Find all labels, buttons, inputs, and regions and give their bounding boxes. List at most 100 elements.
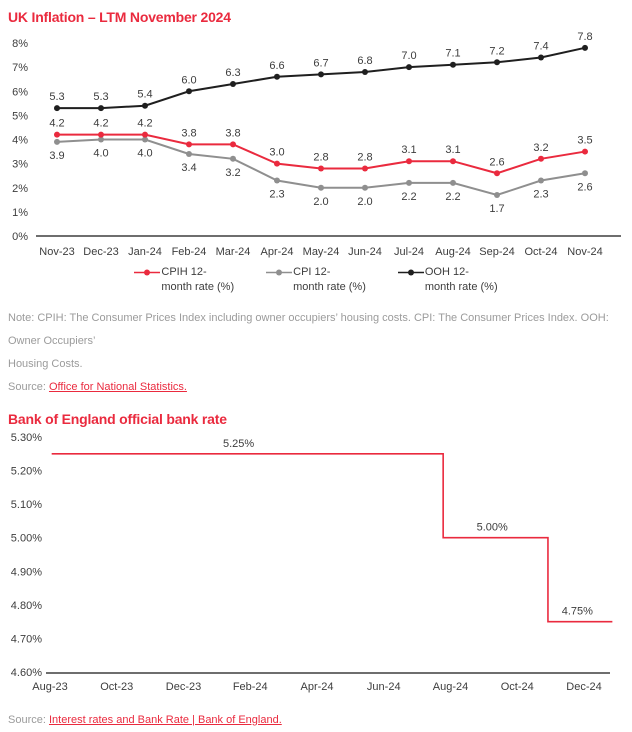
- svg-text:Oct-23: Oct-23: [100, 681, 133, 693]
- svg-text:7.1: 7.1: [445, 48, 460, 60]
- svg-text:7%: 7%: [12, 62, 28, 74]
- svg-text:6.8: 6.8: [357, 55, 372, 67]
- legend-label-cpi: CPI 12- month rate (%): [293, 266, 366, 293]
- svg-text:3.0: 3.0: [269, 147, 284, 159]
- inflation-chart-title: UK Inflation – LTM November 2024: [8, 9, 231, 25]
- svg-text:6.6: 6.6: [269, 60, 284, 72]
- svg-text:2.6: 2.6: [577, 181, 592, 193]
- svg-text:1.7: 1.7: [489, 203, 504, 215]
- svg-text:Apr-24: Apr-24: [300, 681, 333, 693]
- source-label: Source:: [8, 381, 46, 393]
- svg-text:5.25%: 5.25%: [223, 438, 254, 450]
- svg-text:3%: 3%: [12, 159, 28, 171]
- legend-line-dot-icon: [266, 269, 293, 276]
- legend-item-cpi: CPI 12- month rate (%): [266, 265, 366, 295]
- svg-text:6.7: 6.7: [313, 57, 328, 69]
- svg-text:5.10%: 5.10%: [11, 499, 42, 511]
- note-line-2: Housing Costs.: [8, 358, 83, 370]
- svg-text:2.3: 2.3: [533, 189, 548, 201]
- svg-text:5%: 5%: [12, 110, 28, 122]
- svg-text:8%: 8%: [12, 38, 28, 50]
- svg-text:2.0: 2.0: [313, 196, 328, 208]
- source-label: Source:: [8, 714, 46, 726]
- inflation-section: UK Inflation – LTM November 2024 0% 1% 2% 3…: [0, 9, 632, 399]
- svg-text:Jun-24: Jun-24: [367, 681, 401, 693]
- svg-text:3.4: 3.4: [181, 162, 196, 174]
- svg-text:3.1: 3.1: [401, 144, 416, 156]
- legend-item-cpih: CPIH 12- month rate (%): [134, 265, 234, 295]
- svg-text:4.90%: 4.90%: [11, 566, 42, 578]
- source-line-boe: Source: Interest rates and Bank Rate | B…: [8, 709, 624, 732]
- svg-text:4.0: 4.0: [93, 148, 108, 160]
- ons-source-link[interactable]: Office for National Statistics.: [48, 381, 187, 393]
- svg-text:Dec-24: Dec-24: [566, 681, 601, 693]
- svg-text:Dec-23: Dec-23: [83, 246, 118, 258]
- svg-text:Nov-24: Nov-24: [567, 246, 602, 258]
- svg-text:Mar-24: Mar-24: [216, 246, 251, 258]
- svg-text:Nov-23: Nov-23: [39, 246, 74, 258]
- svg-text:Dec-23: Dec-23: [166, 681, 201, 693]
- svg-text:4.70%: 4.70%: [11, 633, 42, 645]
- source-line-ons: Source: Office for National Statistics.: [8, 376, 624, 399]
- svg-text:4.2: 4.2: [49, 118, 64, 130]
- legend-label-cpih: CPIH 12- month rate (%): [161, 266, 235, 293]
- svg-text:5.3: 5.3: [49, 91, 64, 103]
- svg-text:7.0: 7.0: [401, 50, 416, 62]
- svg-text:4.2: 4.2: [93, 118, 108, 130]
- svg-text:Jun-24: Jun-24: [348, 246, 382, 258]
- svg-text:5.30%: 5.30%: [11, 432, 42, 444]
- svg-text:4%: 4%: [12, 135, 28, 147]
- svg-text:0%: 0%: [12, 231, 28, 243]
- svg-text:Apr-24: Apr-24: [260, 246, 293, 258]
- legend-item-ooh: OOH 12- month rate (%): [397, 265, 498, 295]
- svg-text:4.0: 4.0: [137, 148, 152, 160]
- svg-text:Feb-24: Feb-24: [233, 681, 268, 693]
- svg-text:3.8: 3.8: [181, 127, 196, 139]
- svg-text:3.1: 3.1: [445, 144, 460, 156]
- legend-label-ooh: OOH 12- month rate (%): [424, 266, 498, 293]
- svg-text:3.2: 3.2: [225, 167, 240, 179]
- svg-text:2.8: 2.8: [313, 151, 328, 163]
- svg-text:Jan-24: Jan-24: [128, 246, 162, 258]
- svg-text:4.2: 4.2: [137, 118, 152, 130]
- svg-text:Oct-24: Oct-24: [501, 681, 534, 693]
- svg-text:May-24: May-24: [303, 246, 340, 258]
- svg-text:6%: 6%: [12, 86, 28, 98]
- legend-line-dot-icon: [397, 269, 424, 276]
- inflation-notes: Note: CPIH: The Consumer Prices Index in…: [8, 307, 624, 399]
- boe-source-link[interactable]: Interest rates and Bank Rate | Bank of E…: [48, 714, 282, 726]
- svg-text:2.2: 2.2: [445, 191, 460, 203]
- svg-text:3.2: 3.2: [533, 142, 548, 154]
- svg-text:Oct-24: Oct-24: [524, 246, 557, 258]
- svg-text:3.5: 3.5: [577, 135, 592, 147]
- svg-text:Aug-23: Aug-23: [32, 681, 67, 693]
- svg-text:7.8: 7.8: [577, 31, 592, 43]
- svg-text:3.8: 3.8: [225, 127, 240, 139]
- report-page: UK Inflation – LTM November 2024 0% 1% 2% 3…: [0, 9, 632, 732]
- svg-text:2%: 2%: [12, 183, 28, 195]
- inflation-line-chart: 0% 1% 2% 3% 4% 5% 6% 7% 8% Nov-23 Dec-23 Jan-24 Feb-…: [12, 31, 621, 258]
- svg-text:Aug-24: Aug-24: [433, 681, 468, 693]
- bank-rate-chart-title: Bank of England official bank rate: [8, 411, 227, 427]
- svg-text:7.4: 7.4: [533, 40, 548, 52]
- svg-text:5.00%: 5.00%: [11, 533, 42, 545]
- svg-text:3.9: 3.9: [49, 150, 64, 162]
- svg-text:7.2: 7.2: [489, 45, 504, 57]
- svg-text:2.0: 2.0: [357, 196, 372, 208]
- svg-text:5.4: 5.4: [137, 89, 152, 101]
- svg-text:6.0: 6.0: [181, 74, 196, 86]
- bank-rate-source: Source: Interest rates and Bank Rate | B…: [8, 709, 624, 732]
- svg-text:4.75%: 4.75%: [562, 606, 593, 618]
- svg-text:Sep-24: Sep-24: [479, 246, 514, 258]
- bank-rate-section: Bank of England official bank rate 5.30%…: [0, 411, 632, 732]
- svg-text:6.3: 6.3: [225, 67, 240, 79]
- svg-text:5.20%: 5.20%: [11, 466, 42, 478]
- svg-text:2.6: 2.6: [489, 156, 504, 168]
- svg-text:Aug-24: Aug-24: [435, 246, 470, 258]
- svg-text:2.8: 2.8: [357, 151, 372, 163]
- svg-text:Feb-24: Feb-24: [172, 246, 207, 258]
- inflation-chart-legend: CPIH 12- month rate (%) CPI 12- month rate …: [0, 265, 632, 295]
- svg-text:1%: 1%: [12, 207, 28, 219]
- svg-text:2.3: 2.3: [269, 189, 284, 201]
- note-line-1: Note: CPIH: The Consumer Prices Index in…: [8, 312, 609, 347]
